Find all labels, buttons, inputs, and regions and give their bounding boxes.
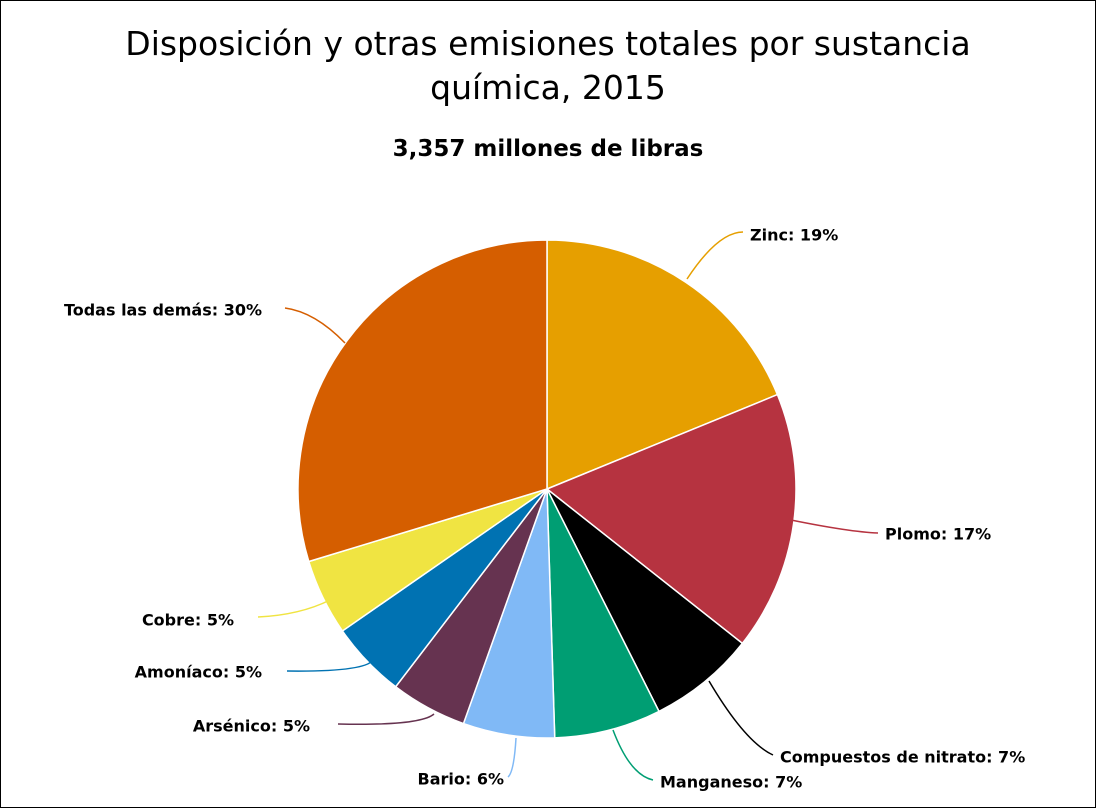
pie-slice [545, 393, 797, 645]
chart-title: Disposición y otras emisiones totales po… [125, 24, 971, 107]
data-label: Bario: 6% [418, 770, 505, 789]
data-label: Manganeso: 7% [660, 773, 802, 792]
leader-line [284, 307, 346, 344]
leader-line [686, 231, 744, 280]
data-label: Amoníaco: 5% [135, 663, 262, 682]
data-label: Zinc: 19% [750, 226, 838, 245]
data-label: Todas las demás: 30% [64, 301, 262, 320]
pie-slice [546, 488, 661, 739]
pie-slice [546, 239, 779, 491]
data-label: Plomo: 17% [885, 525, 991, 544]
data-label: Arsénico: 5% [193, 717, 310, 736]
leader-line [612, 729, 654, 781]
data-label: Compuestos de nitrato: 7% [780, 748, 1025, 767]
pie-slice [546, 488, 744, 713]
pie-slice [297, 239, 548, 563]
leader-line [790, 519, 879, 534]
chart-subtitle: 3,357 millones de libras [392, 136, 704, 162]
leader-line [708, 680, 774, 756]
leader-line [257, 599, 331, 618]
data-label: Cobre: 5% [142, 611, 234, 630]
leader-line [337, 713, 435, 726]
leader-line [286, 659, 374, 672]
leader-line [507, 737, 517, 778]
